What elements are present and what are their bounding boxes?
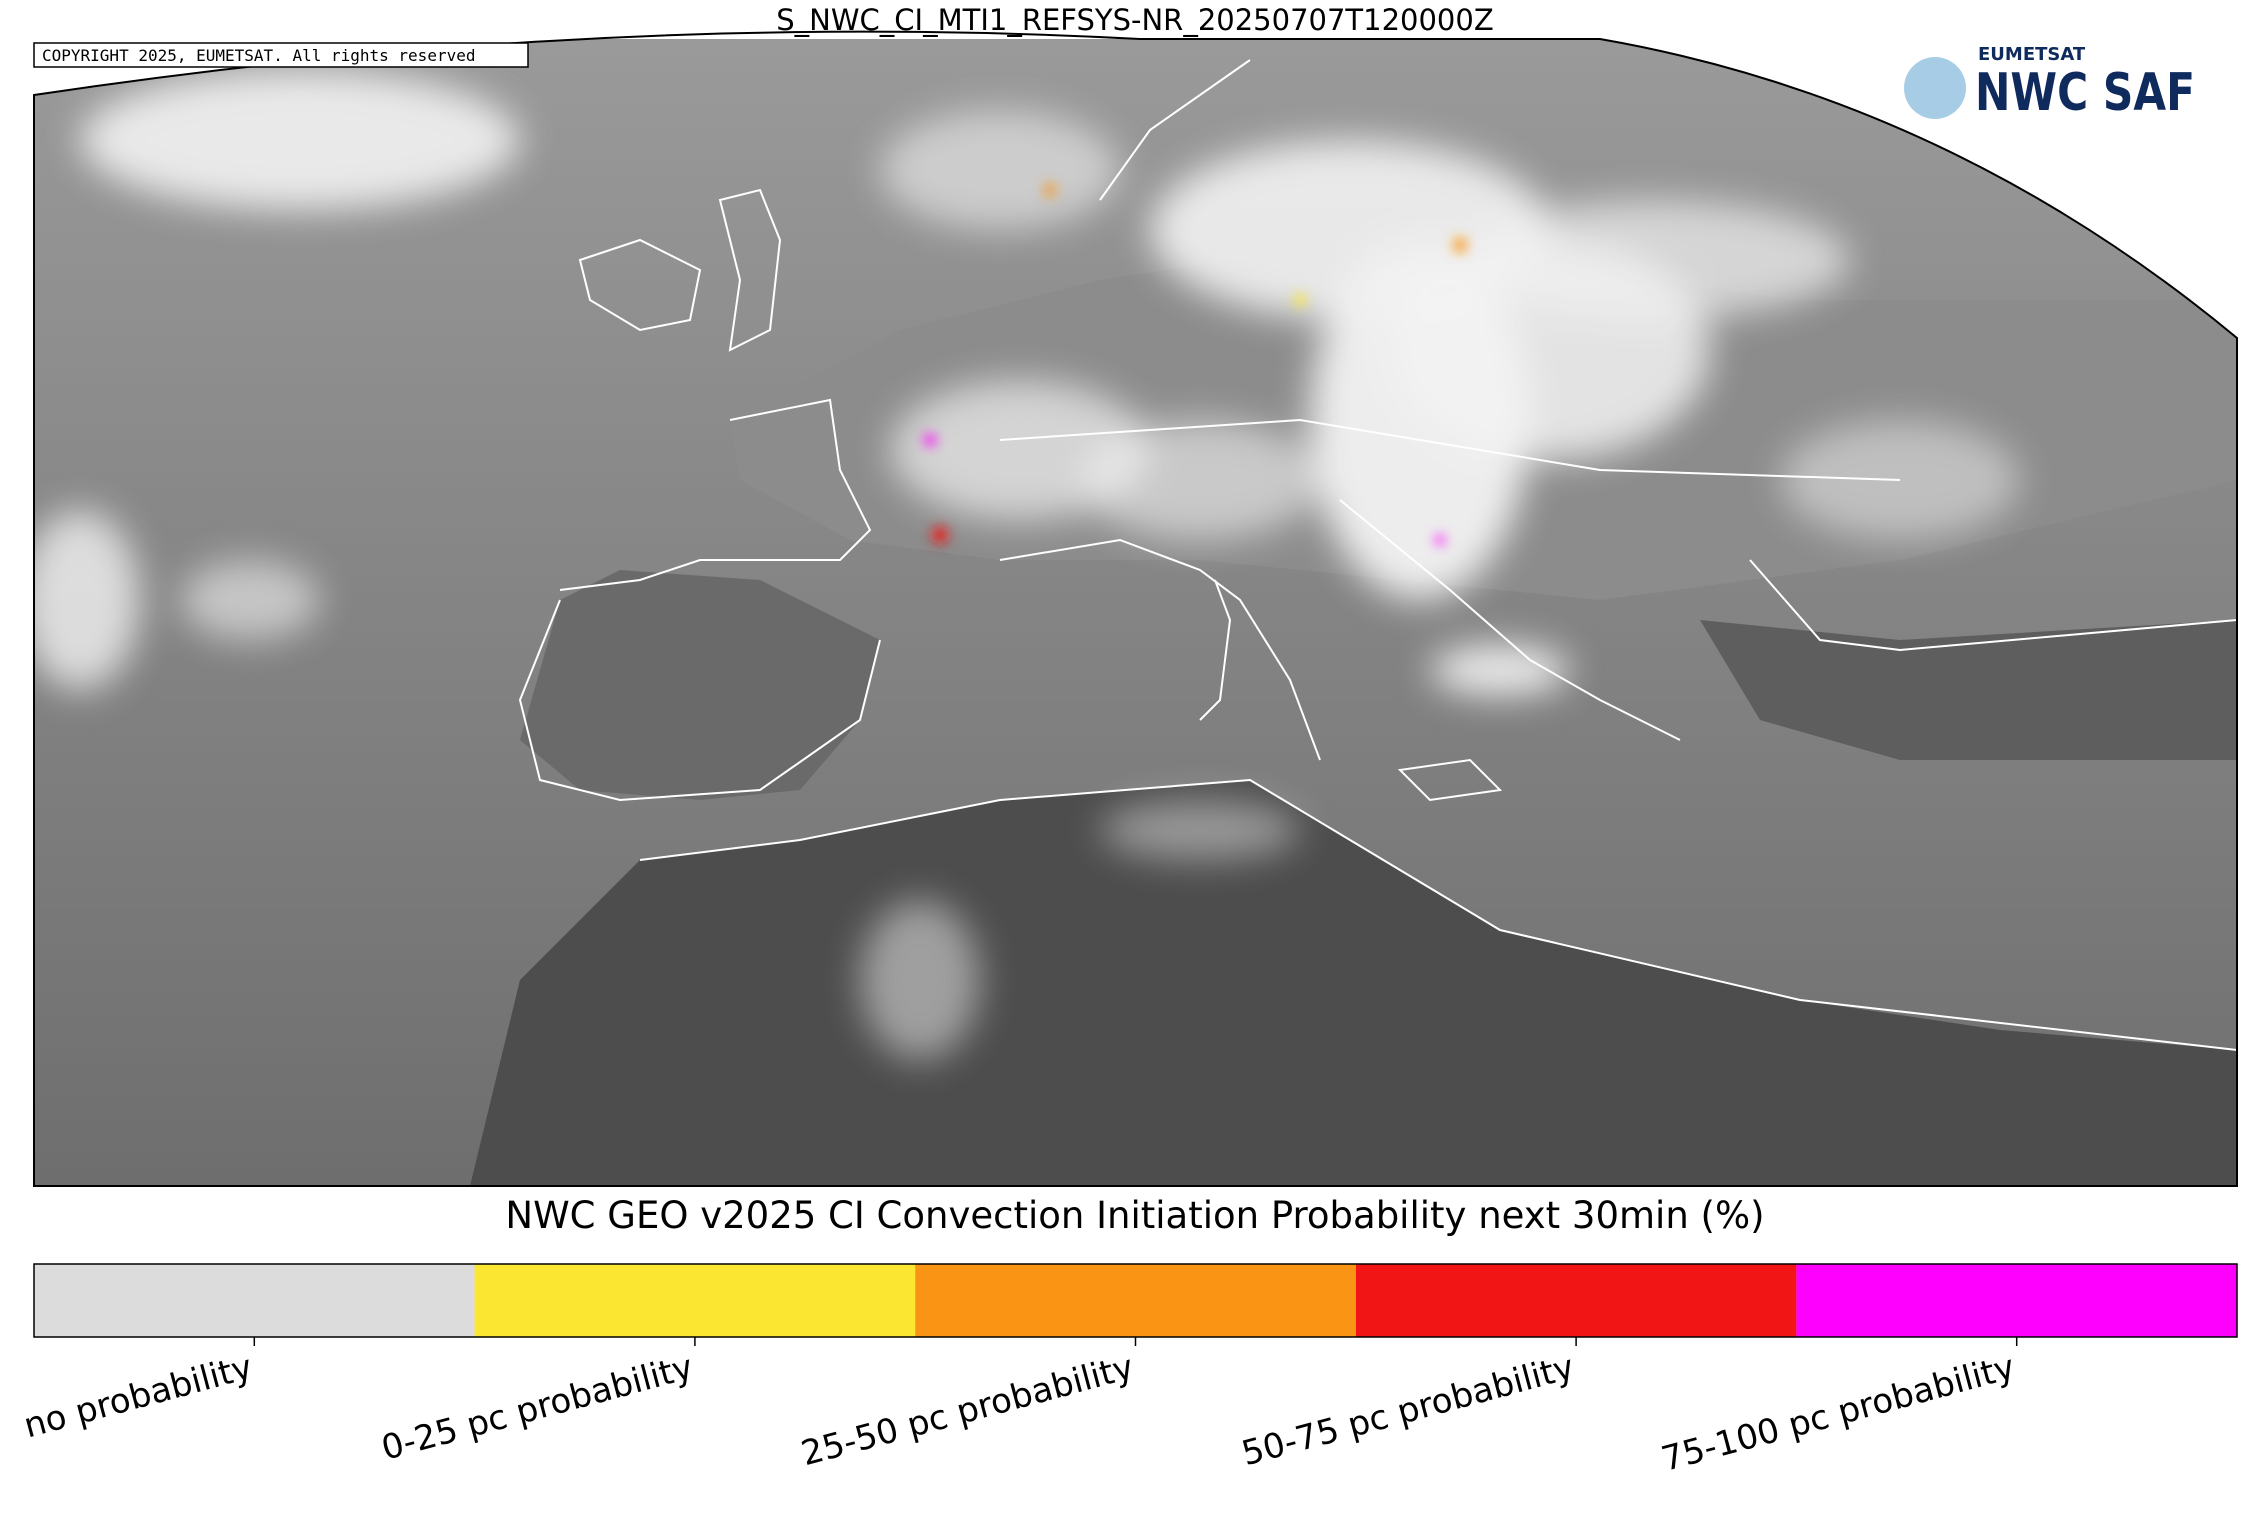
colorbar-label: 50-75 pc probability	[1238, 1347, 1579, 1474]
colorbar-label: 0-25 pc probability	[377, 1347, 697, 1469]
coastlines	[518, 59, 2237, 1051]
satellite-image	[34, 39, 2237, 1186]
colorbar-segment	[1796, 1264, 2237, 1337]
colorbar-segment	[34, 1264, 475, 1337]
colorbar: no probability 0-25 pc probability 25-50 p…	[20, 1263, 2238, 1480]
logo-icon	[1904, 57, 1966, 119]
copyright: COPYRIGHT 2025, EUMETSAT. All rights res…	[42, 46, 475, 65]
africa	[470, 780, 2237, 1186]
colorbar-label: 75-100 pc probability	[1657, 1347, 2019, 1480]
colorbar-title: NWC GEO v2025 CI Convection Initiation P…	[505, 1194, 1764, 1237]
colorbar-segment	[1355, 1264, 1797, 1337]
logo-org: EUMETSAT	[1978, 44, 2086, 65]
clouds	[34, 70, 2020, 1060]
iberia	[520, 570, 880, 800]
colorbar-label: 25-50 pc probability	[797, 1347, 1138, 1474]
colorbar-segment	[915, 1264, 1356, 1337]
logo: EUMETSAT NWC SAF	[1904, 44, 2195, 123]
copyright-box	[33, 42, 529, 68]
logo-name: NWC SAF	[1975, 63, 2195, 123]
ci-cells	[924, 184, 1467, 545]
colorbar-segment	[474, 1264, 916, 1337]
anatolia	[1700, 620, 2237, 760]
colorbar-outline	[33, 1263, 2238, 1338]
colorbar-label: no probability	[20, 1347, 257, 1446]
